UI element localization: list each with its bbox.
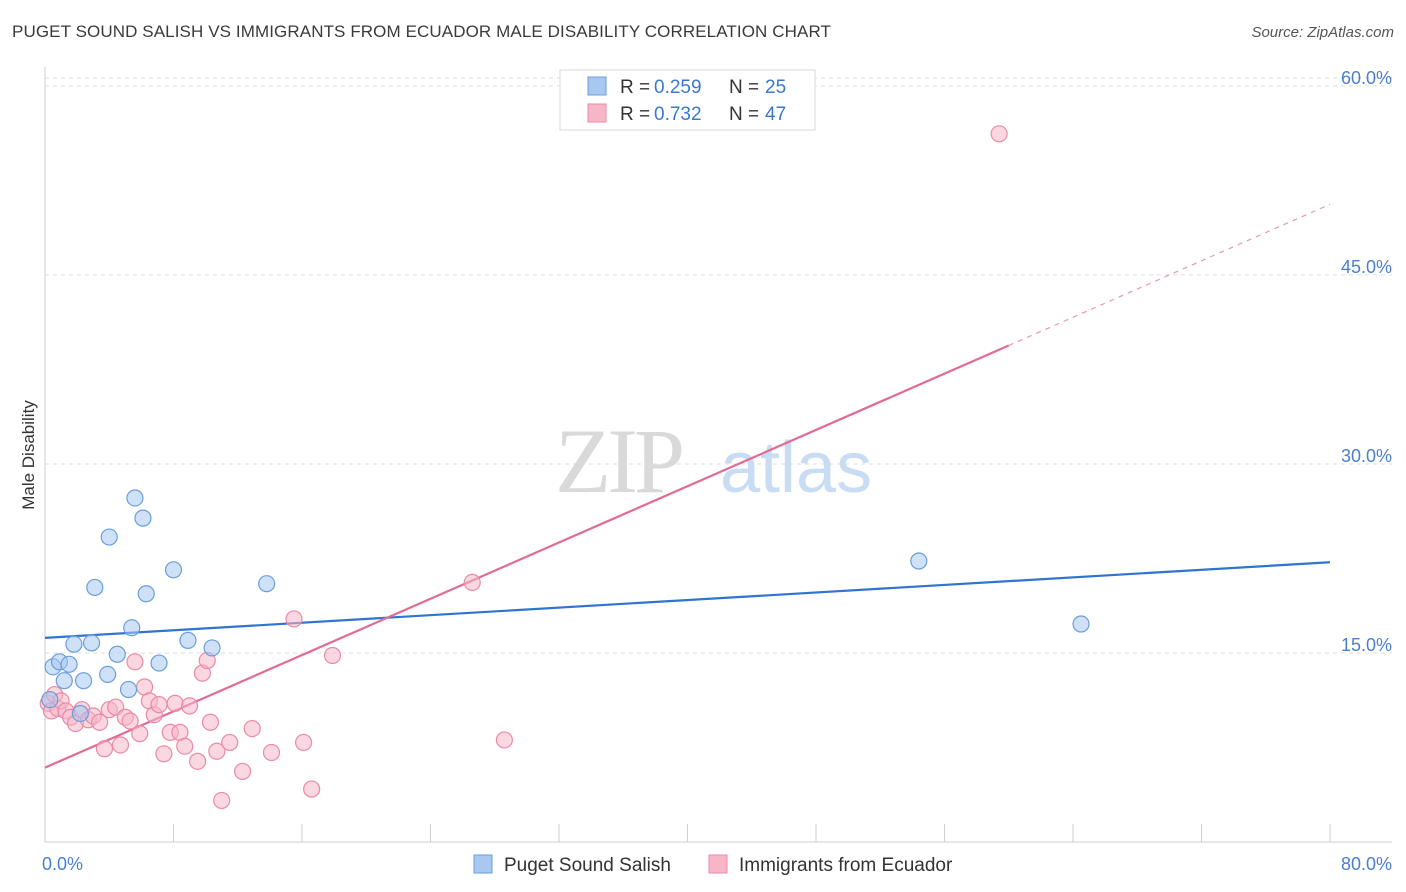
point-salish [150,654,168,672]
point-ecuador [208,742,226,760]
grid-layer [45,77,1392,654]
legend-n-label: N = [729,104,759,125]
trend-line-extension [1008,203,1331,347]
point-ecuador [285,610,303,628]
y-tick-label: 45.0% [1341,257,1392,277]
point-ecuador [150,696,168,714]
point-salish [99,665,117,683]
legend-r-value: 0.732 [654,104,702,125]
point-salish [65,635,83,653]
point-ecuador [323,646,342,665]
point-salish [60,655,78,673]
point-salish [1072,615,1090,633]
legend-r-value: 0.259 [654,77,702,98]
point-salish [134,509,152,527]
points-layer [39,125,1090,810]
bottom-legend-swatch [708,854,728,874]
y-axis-label: Male Disability [19,400,38,510]
bottom-legend-swatch [473,854,493,874]
point-ecuador [243,719,261,738]
x-tick-label: 0.0% [42,854,83,874]
legend-layer: R = 0.259 N = 25 R = 0.732 N = 47 Puget Sound Sa… [473,69,953,876]
point-ecuador [126,653,144,671]
point-salish [71,704,89,723]
point-salish [126,489,144,507]
point-ecuador [188,752,207,770]
source-credit: Source: ZipAtlas.com [1251,24,1394,41]
legend-r-label: R = [620,77,650,98]
point-ecuador [990,125,1008,143]
y-tick-label: 30.0% [1341,446,1392,466]
point-ecuador [91,713,109,731]
point-ecuador [121,712,139,730]
point-ecuador [180,697,199,715]
labels-layer: 15.0% 30.0% 45.0% 60.0% 0.0% 80.0% Male Disabi… [19,68,1392,874]
point-salish [258,575,276,593]
point-ecuador [155,745,173,763]
point-salish [910,552,928,570]
point-salish [123,619,141,637]
trend-line-ecuador [44,344,1010,769]
point-ecuador [213,791,231,810]
bottom-legend-label: Immigrants from Ecuador [739,855,953,876]
watermark-atlas: atlas [720,428,872,508]
x-tick-label: 80.0% [1341,854,1392,874]
point-salish [74,672,93,690]
point-ecuador [233,762,252,781]
legend-r-label: R = [620,104,650,125]
point-ecuador [495,731,513,749]
point-ecuador [95,740,114,758]
point-ecuador [463,573,481,592]
point-ecuador [295,733,313,752]
point-salish [41,691,59,709]
point-ecuador [262,743,281,762]
point-ecuador [176,737,194,755]
legend-n-value: 47 [765,104,786,125]
y-tick-label: 60.0% [1341,68,1392,88]
legend-n-label: N = [729,77,759,98]
point-ecuador [201,713,220,731]
trend-line-salish [44,561,1331,639]
legend-swatch [587,76,607,96]
point-ecuador [166,694,184,712]
point-salish [119,680,138,699]
point-salish [179,631,197,649]
point-ecuador [221,733,239,752]
watermark-layer: ZIP atlas [555,410,872,512]
legend-swatch [587,103,607,123]
point-ecuador [131,725,149,743]
trend-layer [44,203,1331,769]
point-salish [164,561,183,579]
point-salish [137,585,155,603]
point-salish [86,578,104,597]
point-salish [100,528,118,546]
point-ecuador [111,736,130,754]
point-salish [203,639,221,657]
point-salish [108,645,126,663]
point-salish [55,672,73,690]
chart-title: PUGET SOUND SALISH VS IMMIGRANTS FROM EC… [12,22,831,41]
y-tick-label: 15.0% [1341,635,1392,655]
watermark-zip: ZIP [555,410,682,512]
point-salish [82,634,101,652]
point-ecuador [303,780,321,798]
bottom-legend-label: Puget Sound Salish [504,855,671,876]
legend-n-value: 25 [765,77,786,98]
